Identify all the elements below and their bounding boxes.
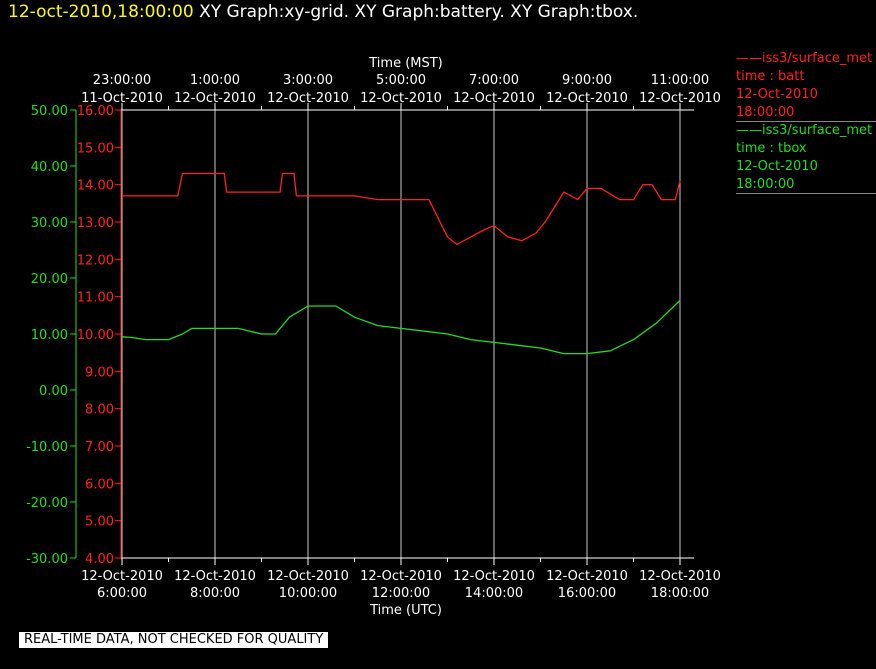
x-tick-label-date-top: 11-Oct-2010 <box>81 91 163 106</box>
y-tick-label-batt: 6.00 <box>85 477 114 492</box>
series-line-batt <box>122 172 681 246</box>
legend-divider <box>736 193 876 194</box>
legend-tbox-date: 12-Oct-2010 <box>736 159 818 174</box>
legend-tbox-station: iss3/surface_met <box>762 123 873 138</box>
y-tick-label-batt: 5.00 <box>85 515 114 530</box>
y-tick-label-left: -20.00 <box>26 496 68 511</box>
legend-tbox-station-row: ——iss3/surface_met <box>736 123 873 138</box>
y-tick-label-left: 40.00 <box>31 160 68 175</box>
legend-batt-station-row: ——iss3/surface_met <box>736 51 873 66</box>
quality-disclaimer: REAL-TIME DATA, NOT CHECKED FOR QUALITY <box>19 632 329 648</box>
y-tick-label-left: 30.00 <box>31 216 68 231</box>
legend-batt: ——iss3/surface_met time : batt 12-Oct-20… <box>736 50 876 122</box>
y-tick-label-batt: 4.00 <box>85 552 114 567</box>
y-tick-label-batt: 15.00 <box>77 141 114 156</box>
x-tick-label-date-top: 12-Oct-2010 <box>639 91 721 106</box>
y-tick-label-batt: 16.00 <box>77 104 114 119</box>
x-tick-label-time-bottom: 10:00:00 <box>279 586 337 601</box>
x-tick-label-time-top: 3:00:00 <box>283 73 333 88</box>
x-tick-label-time-bottom: 8:00:00 <box>190 586 240 601</box>
y-tick-label-batt: 12.00 <box>77 253 114 268</box>
legend-tbox-var: time : tbox <box>736 141 807 156</box>
legend-tbox-time: 18:00:00 <box>736 177 795 192</box>
x-tick-label-date-bottom: 12-Oct-2010 <box>360 569 442 584</box>
x-tick-label-date-bottom: 12-Oct-2010 <box>81 569 163 584</box>
y-tick-label-batt: 8.00 <box>85 403 114 418</box>
legend-divider <box>736 121 876 122</box>
x-tick-label-time-bottom: 12:00:00 <box>372 586 430 601</box>
x-tick-label-date-top: 12-Oct-2010 <box>360 91 442 106</box>
x-tick-label-time-bottom: 16:00:00 <box>558 586 616 601</box>
legend-batt-date: 12-Oct-2010 <box>736 87 818 102</box>
y-tick-label-batt: 11.00 <box>77 291 114 306</box>
x-tick-label-date-top: 12-Oct-2010 <box>267 91 349 106</box>
x-tick-label-time-top: 23:00:00 <box>93 73 151 88</box>
series-line-tbox <box>121 299 681 355</box>
x-tick-label-date-bottom: 12-Oct-2010 <box>546 569 628 584</box>
x-tick-label-time-top: 1:00:00 <box>190 73 240 88</box>
header-graph-list: XY Graph:xy-grid. XY Graph:battery. XY G… <box>199 2 639 22</box>
y-tick-label-left: 0.00 <box>39 384 68 399</box>
x-tick-label-time-top: 7:00:00 <box>469 73 519 88</box>
x-tick-label-time-top: 9:00:00 <box>562 73 612 88</box>
y-tick-label-left: -30.00 <box>26 552 68 567</box>
y-tick-label-batt: 14.00 <box>77 179 114 194</box>
x-tick-label-time-top: 5:00:00 <box>376 73 426 88</box>
x-axis-label-bottom: Time (UTC) <box>369 603 442 618</box>
y-tick-label-left: 20.00 <box>31 272 68 287</box>
y-tick-label-left: 50.00 <box>31 104 68 119</box>
y-tick-label-batt: 13.00 <box>77 216 114 231</box>
y-tick-label-batt: 7.00 <box>85 440 114 455</box>
legend-batt-time: 18:00:00 <box>736 105 795 120</box>
y-tick-label-left: -10.00 <box>26 440 68 455</box>
y-tick-label-batt: 9.00 <box>85 365 114 380</box>
x-tick-label-date-top: 12-Oct-2010 <box>453 91 535 106</box>
x-tick-label-time-bottom: 18:00:00 <box>651 586 709 601</box>
legend-batt-station: iss3/surface_met <box>762 51 873 66</box>
x-tick-label-time-bottom: 6:00:00 <box>97 586 147 601</box>
x-tick-label-time-bottom: 14:00:00 <box>465 586 523 601</box>
y-tick-label-left: 10.00 <box>31 328 68 343</box>
header-title: 12-oct-2010,18:00:00 XY Graph:xy-grid. X… <box>8 2 638 22</box>
x-tick-label-date-top: 12-Oct-2010 <box>546 91 628 106</box>
x-tick-label-date-bottom: 12-Oct-2010 <box>267 569 349 584</box>
legend-tbox: ——iss3/surface_met time : tbox 12-Oct-20… <box>736 122 876 194</box>
x-tick-label-time-top: 11:00:00 <box>651 73 709 88</box>
legend-batt-var: time : batt <box>736 69 805 84</box>
x-tick-label-date-bottom: 12-Oct-2010 <box>639 569 721 584</box>
y-tick-label-batt: 10.00 <box>77 328 114 343</box>
x-tick-label-date-top: 12-Oct-2010 <box>174 91 256 106</box>
x-axis-label-top: Time (MST) <box>368 56 443 71</box>
x-tick-label-date-bottom: 12-Oct-2010 <box>174 569 256 584</box>
x-tick-label-date-bottom: 12-Oct-2010 <box>453 569 535 584</box>
header-timestamp: 12-oct-2010,18:00:00 <box>8 2 194 22</box>
